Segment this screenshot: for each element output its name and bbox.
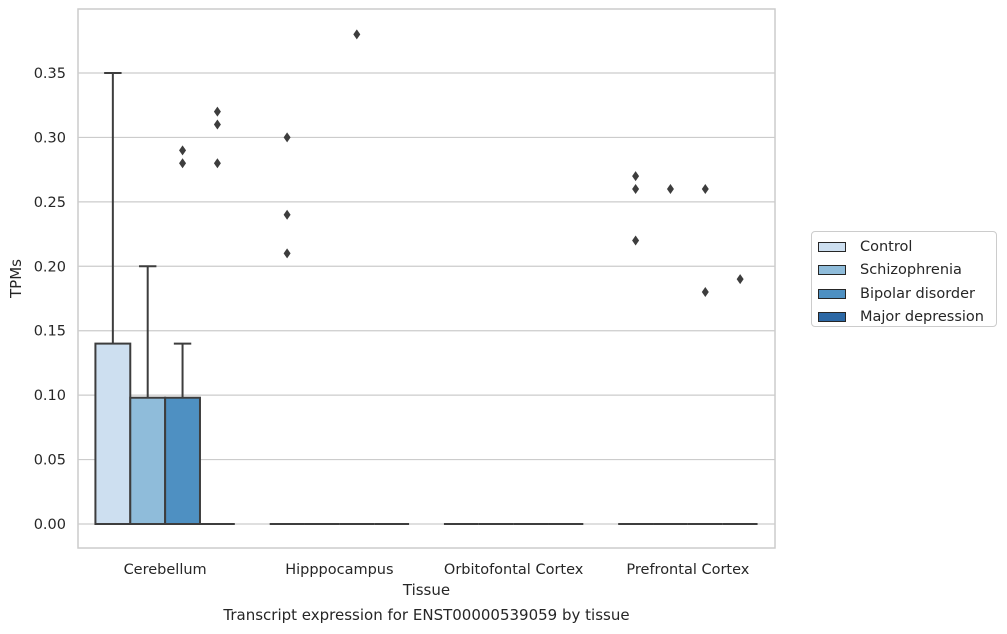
outlier-point xyxy=(632,183,640,194)
box-1-0 xyxy=(129,265,167,525)
x-axis-label: Tissue xyxy=(402,581,450,599)
box-body xyxy=(164,396,201,525)
outlier-point xyxy=(283,209,291,220)
legend-item-schizophrenia: Schizophrenia xyxy=(818,259,996,283)
outlier-point xyxy=(632,171,640,182)
outlier-point xyxy=(701,287,709,298)
plot-frame xyxy=(77,8,776,549)
outlier-point xyxy=(283,132,291,143)
box-0-1 xyxy=(269,132,305,525)
x-tick-label: Prefrontal Cortex xyxy=(626,562,749,578)
box-3-0 xyxy=(199,106,235,525)
figure-caption: Transcript expression for ENST0000053905… xyxy=(223,606,630,624)
y-tick-label: 0.15 xyxy=(34,324,66,340)
box-2-0 xyxy=(164,145,201,525)
legend-swatch-control xyxy=(818,241,846,252)
legend-swatch-schizophrenia xyxy=(818,265,846,276)
outlier-point xyxy=(632,235,640,246)
box-3-3 xyxy=(722,274,758,525)
outlier-point xyxy=(179,158,187,169)
box-body xyxy=(129,396,167,525)
box-2-1 xyxy=(339,29,375,525)
legend-item-major-depression: Major depression xyxy=(818,306,996,330)
legend-swatch-major-depression xyxy=(818,312,846,323)
box-0-0 xyxy=(94,72,132,525)
outlier-point xyxy=(213,158,221,169)
outlier-point xyxy=(213,119,221,130)
outlier-point xyxy=(213,106,221,117)
y-tick-label: 0.30 xyxy=(34,130,66,146)
legend-item-bipolar-disorder: Bipolar disorder xyxy=(818,282,996,306)
legend-label-major-depression: Major depression xyxy=(860,309,984,326)
y-tick-label: 0.20 xyxy=(34,259,66,275)
y-axis-label: TPMs xyxy=(7,259,25,299)
legend-label-bipolar-disorder: Bipolar disorder xyxy=(860,285,975,302)
y-tick-label: 0.00 xyxy=(34,517,66,533)
y-tick-label: 0.10 xyxy=(34,388,66,404)
y-tick-label: 0.25 xyxy=(34,195,66,211)
legend-swatch-bipolar-disorder xyxy=(818,288,846,299)
outlier-point xyxy=(666,183,674,194)
y-tick-label: 0.35 xyxy=(34,66,66,82)
box-0-3 xyxy=(618,171,654,525)
outlier-point xyxy=(179,145,187,156)
outlier-point xyxy=(353,29,361,40)
legend-label-control: Control xyxy=(860,238,913,255)
x-tick-label: Orbitofontal Cortex xyxy=(444,562,584,578)
box-body xyxy=(94,342,132,525)
outlier-point xyxy=(283,248,291,259)
x-tick-label: Cerebellum xyxy=(124,562,207,578)
box-2-3 xyxy=(687,183,723,525)
legend-item-control: Control xyxy=(818,235,996,259)
x-tick-label: Hipppocampus xyxy=(285,562,393,578)
y-tick-label: 0.05 xyxy=(34,453,66,469)
legend-label-schizophrenia: Schizophrenia xyxy=(860,262,962,279)
outlier-point xyxy=(736,274,744,285)
box-1-3 xyxy=(653,183,688,525)
outlier-point xyxy=(701,183,709,194)
legend: Control Schizophrenia Bipolar disorder M… xyxy=(811,231,997,327)
